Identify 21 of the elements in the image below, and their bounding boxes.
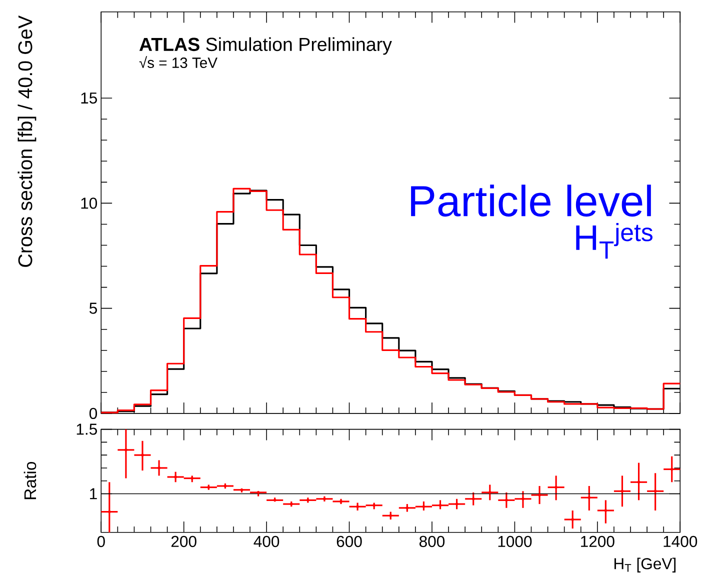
y-tick-label: 10 (81, 198, 98, 209)
annotation: H$_{T}$jets (576, 223, 652, 259)
y-tick-label: 0 (89, 408, 98, 420)
annotation: ATLAS Simulation Preliminary (139, 37, 392, 55)
x-tick-label: 1200 (581, 536, 614, 548)
annotation: Particle level (411, 184, 651, 217)
y-axis-title: Cross section [fb] / 40.0 GeV (18, 16, 36, 268)
x-tick-label: 600 (336, 536, 362, 548)
x-tick-label: 200 (171, 536, 196, 548)
y-tick-label: 5 (89, 302, 97, 314)
y-tick-label: 1.5 (76, 424, 97, 435)
x-axis-title: H$_{T}$ [GeV] (614, 558, 676, 573)
y-tick-label: 1 (90, 488, 97, 500)
x-tick-label: 1400 (664, 536, 698, 548)
y-axis-title: Ratio (24, 462, 36, 500)
annotation: √s = 13 TeV (139, 56, 218, 68)
x-tick-label: 0 (97, 536, 105, 548)
x-tick-label: 400 (254, 536, 280, 548)
y-tick-label: 15 (81, 92, 97, 104)
x-tick-label: 1000 (498, 536, 532, 548)
x-tick-label: 800 (419, 536, 445, 548)
